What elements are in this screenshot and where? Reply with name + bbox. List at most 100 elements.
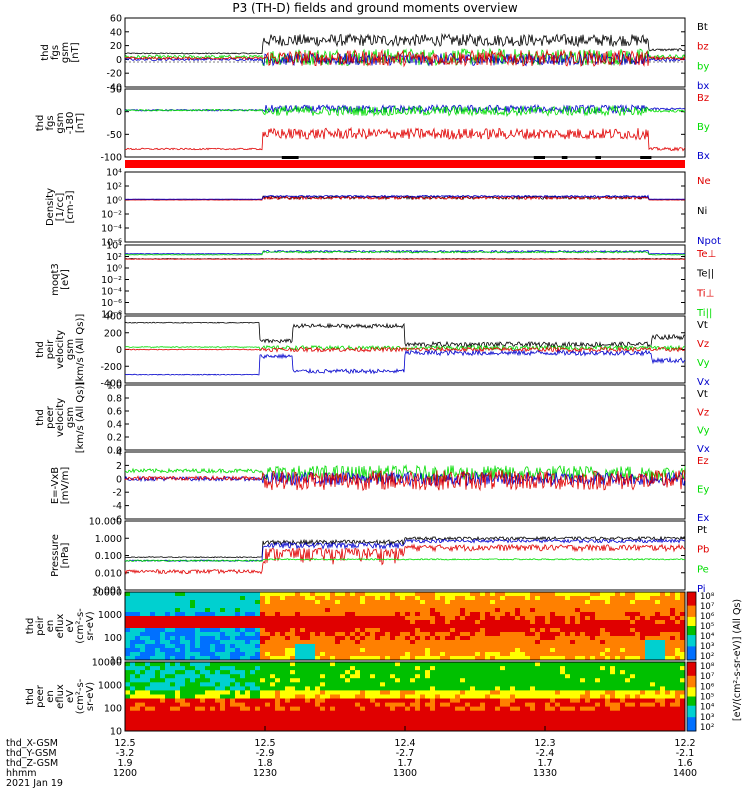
spec-cell (440, 604, 446, 609)
spec-cell (320, 718, 326, 724)
spec-cell (500, 662, 506, 667)
spec-cell (390, 670, 396, 675)
spec-cell (605, 620, 611, 625)
spec-cell (590, 592, 596, 597)
spec-cell (440, 662, 446, 667)
spec-cell (410, 698, 416, 703)
spec-cell (425, 604, 431, 609)
spec-cell (635, 612, 641, 617)
spec-cell (640, 726, 646, 732)
spec-cell (175, 666, 181, 671)
spec-cell (590, 608, 596, 613)
spec-cell (545, 604, 551, 609)
spec-cell (510, 628, 516, 633)
spec-cell (350, 652, 356, 657)
spec-cell (190, 648, 196, 653)
spec-cell (665, 718, 671, 724)
colorbar-tick: 10⁸ (700, 662, 715, 672)
y-tick-label: 10⁻⁸ (101, 310, 122, 321)
spec-cell (345, 726, 351, 732)
x-row-label: thd_Y-GSM (6, 748, 57, 759)
spec-cell (330, 666, 336, 671)
spec-cell (365, 652, 371, 657)
spec-cell (175, 662, 181, 667)
spec-cell (620, 636, 626, 641)
spec-cell (240, 714, 246, 720)
spec-cell (340, 722, 346, 728)
spec-cell (510, 670, 516, 675)
spec-cell (220, 662, 226, 667)
spec-cell (375, 624, 381, 629)
spec-cell (565, 726, 571, 732)
spec-cell (205, 640, 211, 645)
spec-cell (320, 628, 326, 633)
spec-cell (275, 690, 281, 695)
spec-cell (175, 698, 181, 703)
spec-cell (585, 596, 591, 601)
spec-cell (515, 666, 521, 671)
spec-cell (570, 608, 576, 613)
spec-cell (230, 718, 236, 724)
spec-cell (155, 620, 161, 625)
spec-cell (260, 600, 266, 605)
spec-cell (370, 624, 376, 629)
spec-cell (345, 690, 351, 695)
spec-cell (155, 726, 161, 732)
spec-cell (385, 718, 391, 724)
spec-cell (495, 608, 501, 613)
spec-cell (680, 686, 686, 691)
spec-cell (230, 710, 236, 716)
x-tick-label: -2.7 (396, 748, 415, 759)
spec-cell (635, 616, 641, 621)
colorbar-cell (687, 644, 696, 647)
spec-cell (330, 706, 336, 712)
spec-cell (565, 690, 571, 695)
spec-cell (440, 656, 446, 661)
spec-cell (445, 666, 451, 671)
spec-cell (170, 648, 176, 653)
spec-cell (365, 702, 371, 708)
spec-cell (520, 644, 526, 649)
spec-cell (290, 666, 296, 671)
spec-cell (405, 612, 411, 617)
spec-cell (300, 652, 306, 657)
spec-cell (465, 706, 471, 712)
spec-cell (415, 632, 421, 637)
spec-cell (360, 686, 366, 691)
spec-cell (450, 648, 456, 653)
spec-cell (210, 706, 216, 712)
spec-cell (665, 722, 671, 728)
spec-cell (520, 656, 526, 661)
spec-cell (675, 624, 681, 629)
spec-cell (355, 596, 361, 601)
spec-cell (670, 616, 676, 621)
spec-cell (360, 592, 366, 597)
spec-cell (230, 648, 236, 653)
spec-cell (200, 722, 206, 728)
spec-cell (460, 678, 466, 683)
spec-cell (535, 616, 541, 621)
spec-cell (610, 666, 616, 671)
spec-cell (570, 722, 576, 728)
spec-cell (670, 620, 676, 625)
spec-cell (170, 620, 176, 625)
colorbar-cell (687, 668, 696, 672)
spec-cell (255, 698, 261, 703)
spec-cell (525, 644, 531, 649)
spec-cell (395, 666, 401, 671)
spec-cell (630, 662, 636, 667)
spec-cell (190, 632, 196, 637)
spec-cell (435, 616, 441, 621)
spec-cell (270, 640, 276, 645)
spec-cell (410, 714, 416, 720)
spec-cell (460, 628, 466, 633)
spec-cell (375, 722, 381, 728)
spec-cell (220, 604, 226, 609)
panel-frame-density (124, 171, 686, 243)
spec-cell (215, 656, 221, 661)
spec-cell (230, 592, 236, 597)
spec-cell (160, 666, 166, 671)
spec-cell (225, 624, 231, 629)
spec-cell (345, 620, 351, 625)
colorbar-cell (687, 717, 696, 720)
